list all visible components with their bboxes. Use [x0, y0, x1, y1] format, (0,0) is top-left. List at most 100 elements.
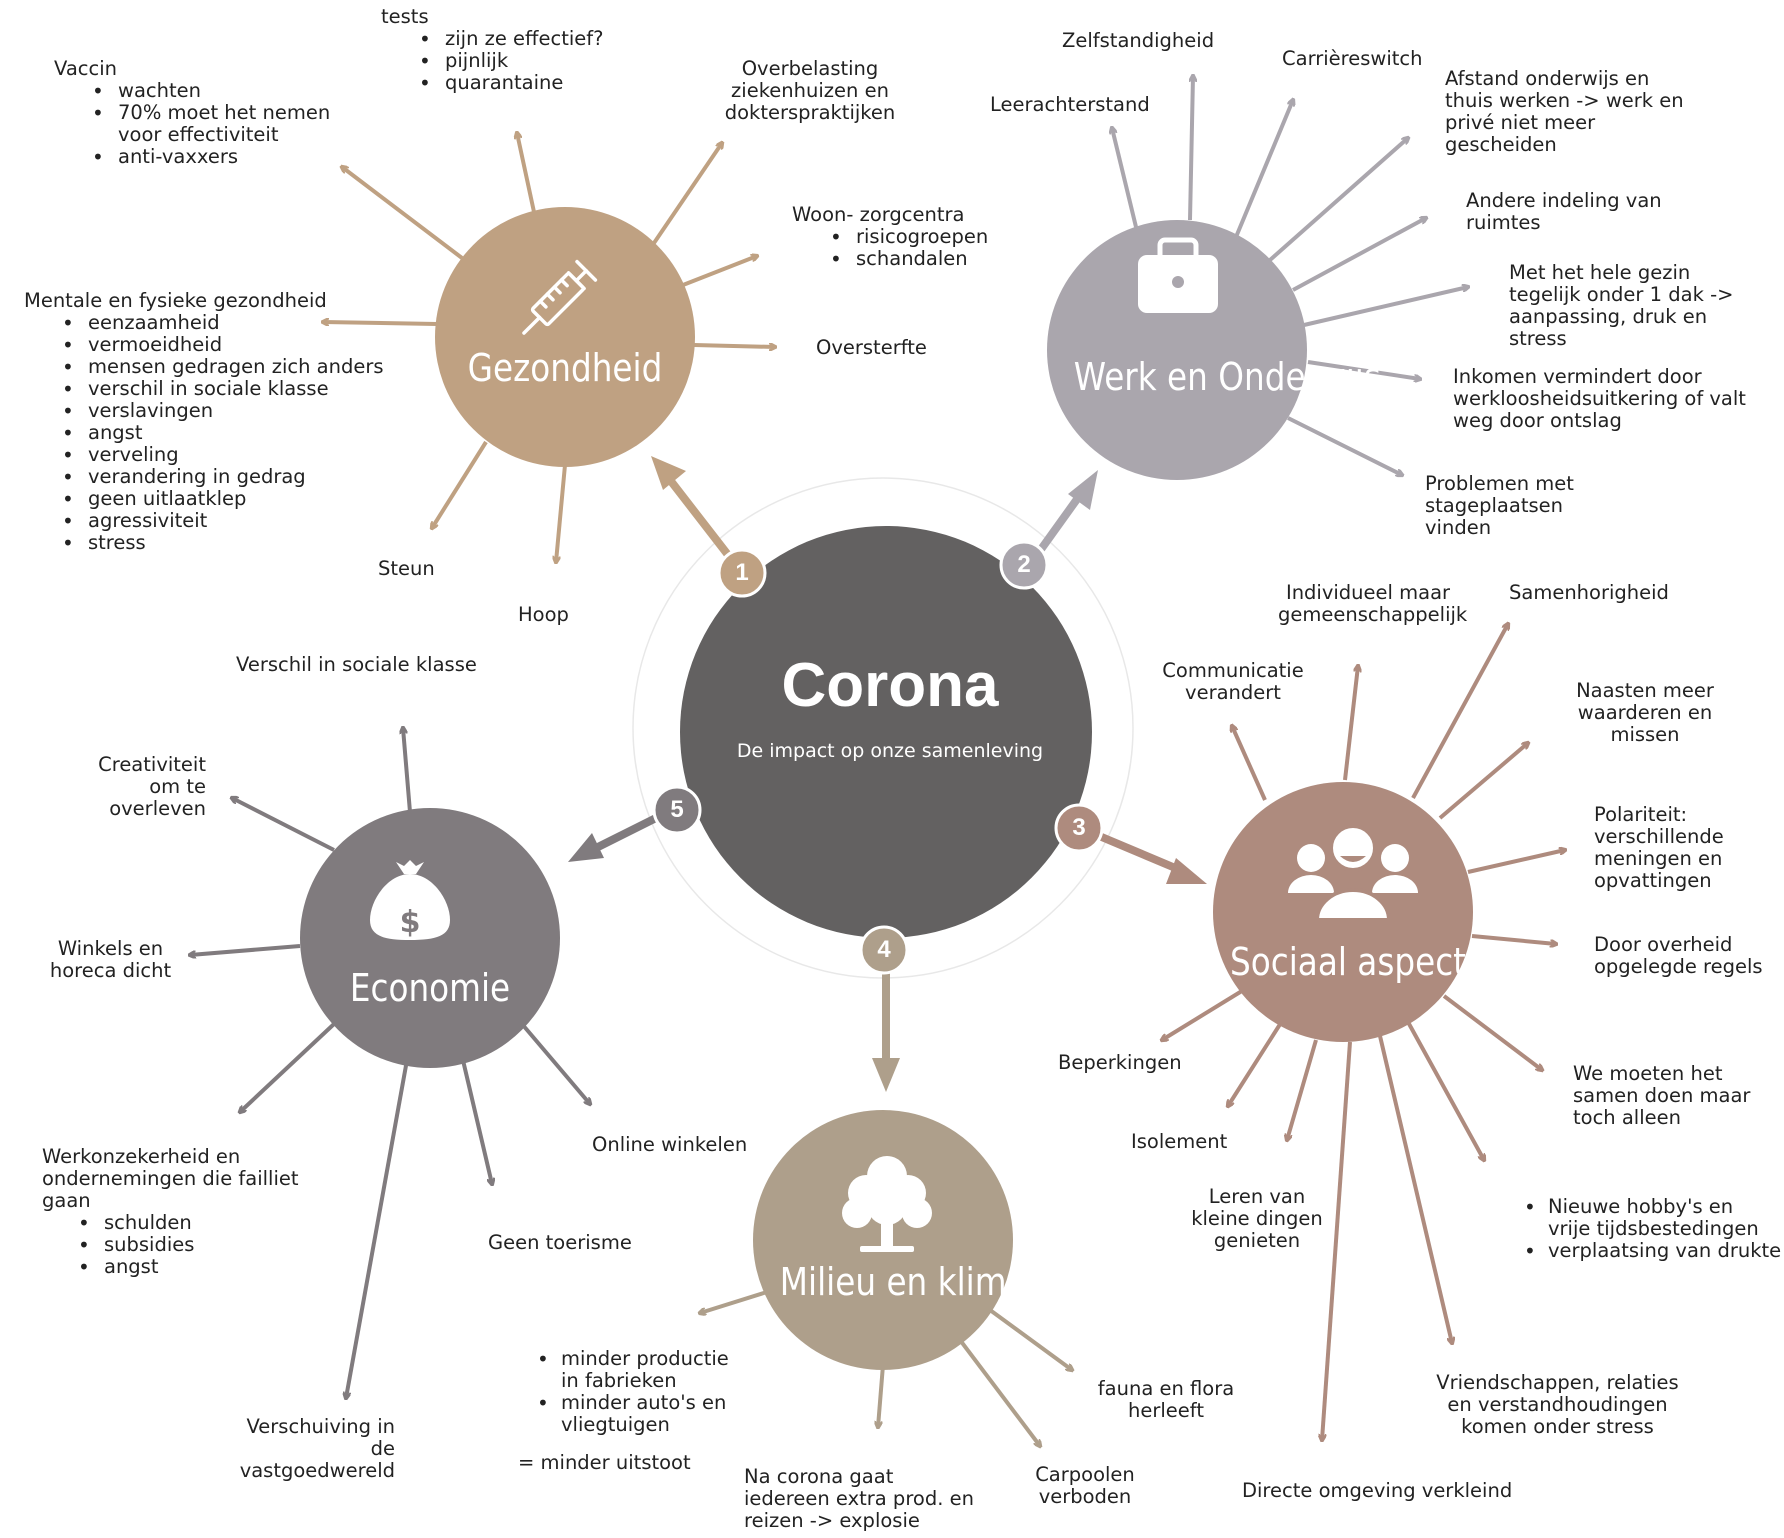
spoke-steun	[432, 440, 488, 528]
list-item: minder auto's en vliegtuigen	[537, 1392, 731, 1436]
label-tests: tests zijn ze effectief? pijnlijk quaran…	[381, 5, 604, 95]
label-winkels: Winkels en horeca dicht	[49, 937, 172, 982]
badge-2-circle	[999, 540, 1049, 590]
label-hoop: Hoop	[518, 603, 569, 626]
list-item: verschil in sociale klasse	[62, 378, 384, 401]
list-item: anti-vaxxers	[92, 146, 368, 169]
list-item: verplaatsing van drukte	[1524, 1240, 1781, 1263]
label-sociale-klasse: Verschil in sociale klasse	[236, 653, 477, 676]
hub-werk-title-line1: Werk en	[1073, 355, 1208, 399]
badge-3: 3	[1072, 814, 1086, 841]
connector-gezondheid-head	[651, 456, 686, 490]
label-individueel: Individueel maar gemeenschappelijk	[1278, 581, 1468, 626]
spoke-regels	[1471, 934, 1556, 944]
spoke-individueel	[1343, 666, 1358, 781]
spoke-leren	[1287, 1039, 1318, 1140]
label-tests-title: tests	[381, 5, 429, 28]
spoke-productie	[700, 1290, 768, 1313]
list-item: pijnlijk	[419, 50, 604, 73]
badge-5-circle	[652, 785, 702, 835]
label-beperkingen: Beperkingen	[1058, 1051, 1182, 1074]
svg-text:$: $	[400, 905, 421, 940]
spoke-woon	[682, 256, 757, 287]
label-vaccin: Vaccin wachten 70% moet het nemen voor e…	[54, 58, 368, 169]
list-item: vermoeidheid	[62, 334, 384, 357]
list-item: subsidies	[78, 1234, 332, 1257]
connector-milieu-head	[872, 1058, 900, 1092]
hub-werk-title-line2: Onderwijs	[1218, 355, 1381, 399]
label-hobbys-list: Nieuwe hobby's en vrije tijdsbestedingen…	[1512, 1196, 1781, 1263]
spoke-beperkingen	[1162, 984, 1252, 1040]
label-omgeving: Directe omgeving verkleind	[1242, 1479, 1513, 1502]
spoke-polariteit	[1467, 850, 1565, 874]
list-item: zijn ze effectief?	[419, 28, 603, 51]
spoke-gezin	[1303, 287, 1468, 327]
spoke-leerachterstand	[1112, 128, 1138, 228]
list-item: schulden	[78, 1212, 332, 1235]
spoke-communicatie	[1232, 726, 1267, 801]
label-woon-list: risicogroepen schandalen	[792, 226, 988, 271]
label-carriereswitch: Carrièreswitch	[1282, 47, 1423, 70]
label-regels: Door overheid opgelegde regels	[1594, 933, 1763, 978]
label-isolement: Isolement	[1131, 1130, 1228, 1153]
label-samen: We moeten het samen doen maar toch allee…	[1573, 1062, 1751, 1129]
label-gezin: Met het hele gezin tegelijk onder 1 dak …	[1509, 261, 1734, 350]
hub-sociaal-title: Sociaal aspect	[1230, 940, 1466, 984]
label-uitstoot: = minder uitstoot	[518, 1451, 691, 1474]
label-vaccin-list: wachten 70% moet het nemen voor effectiv…	[54, 80, 368, 169]
label-steun: Steun	[378, 557, 435, 580]
label-inkomen: Inkomen vermindert door werkloosheidsuit…	[1453, 365, 1746, 432]
label-vriendschappen: Vriendschappen, relaties en verstandhoud…	[1436, 1371, 1679, 1438]
economie-spokes	[190, 728, 590, 1398]
badge-4-circle	[859, 925, 909, 975]
list-item: quarantaine	[419, 72, 604, 95]
list-item: 70% moet het nemen voor effectiviteit	[92, 102, 368, 146]
spoke-explosie	[878, 1364, 885, 1427]
list-item: angst	[62, 422, 384, 445]
list-item: wachten	[92, 80, 368, 103]
spoke-vastgoed	[346, 1059, 409, 1398]
list-item: angst	[78, 1256, 332, 1279]
briefcase-icon	[1138, 237, 1218, 313]
badge-3-circle	[1054, 803, 1104, 853]
label-zelfstandigheid: Zelfstandigheid	[1062, 29, 1215, 52]
hub-milieu-title-line2: klimaat	[937, 1260, 1060, 1304]
label-productie-list: minder productie in fabrieken minder aut…	[525, 1348, 731, 1436]
label-productie: minder productie in fabrieken minder aut…	[525, 1348, 731, 1436]
label-online: Online winkelen	[592, 1133, 748, 1156]
connector-werk-head	[1068, 470, 1098, 510]
list-item: agressiviteit	[62, 510, 384, 533]
sociaal-spokes	[1162, 624, 1565, 1440]
spoke-hobbys	[1406, 1021, 1484, 1160]
label-mentaal: Mentale en fysieke gezondheid eenzaamhei…	[24, 289, 384, 555]
spoke-sociale-klasse	[403, 728, 412, 813]
spoke-overbelasting	[652, 143, 722, 245]
spoke-samenhorigheid	[1411, 624, 1508, 799]
list-item: eenzaamheid	[62, 312, 384, 335]
list-item: risicogroepen	[830, 226, 988, 249]
list-item: schandalen	[830, 248, 988, 271]
label-tests-list: zijn ze effectief? pijnlijk quarantaine	[381, 28, 604, 95]
hub-milieu-title-line1: Milieu en	[779, 1260, 928, 1304]
hub-milieu-title: Milieu en klimaat	[779, 1260, 1060, 1304]
spoke-zelfstandigheid	[1188, 76, 1193, 221]
label-explosie: Na corona gaat iedereen extra prod. en r…	[744, 1465, 974, 1532]
label-werkonzekerheid: Werkonzekerheid en ondernemingen die fai…	[42, 1146, 332, 1279]
list-item: verveling	[62, 444, 384, 467]
label-mentaal-title: Mentale en fysieke gezondheid	[24, 289, 327, 312]
spoke-creativiteit	[232, 798, 335, 852]
label-woon: Woon- zorgcentra risicogroepen schandale…	[792, 203, 988, 271]
label-woon-title: Woon- zorgcentra	[792, 203, 965, 226]
list-item: geen uitlaatklep	[62, 488, 384, 511]
spoke-oversterfte	[693, 345, 775, 347]
spoke-toerisme	[460, 1055, 492, 1184]
list-item: stress	[62, 532, 384, 555]
list-item: Nieuwe hobby's en vrije tijdsbestedingen	[1524, 1196, 1781, 1240]
badge-5: 5	[670, 796, 684, 823]
milieu-spokes	[700, 1290, 1072, 1446]
label-communicatie: Communicatie verandert	[1162, 659, 1304, 704]
money-bag-icon: $	[370, 860, 450, 940]
spoke-afstand	[1268, 138, 1408, 262]
label-leren: Leren van kleine dingen genieten	[1191, 1185, 1323, 1252]
